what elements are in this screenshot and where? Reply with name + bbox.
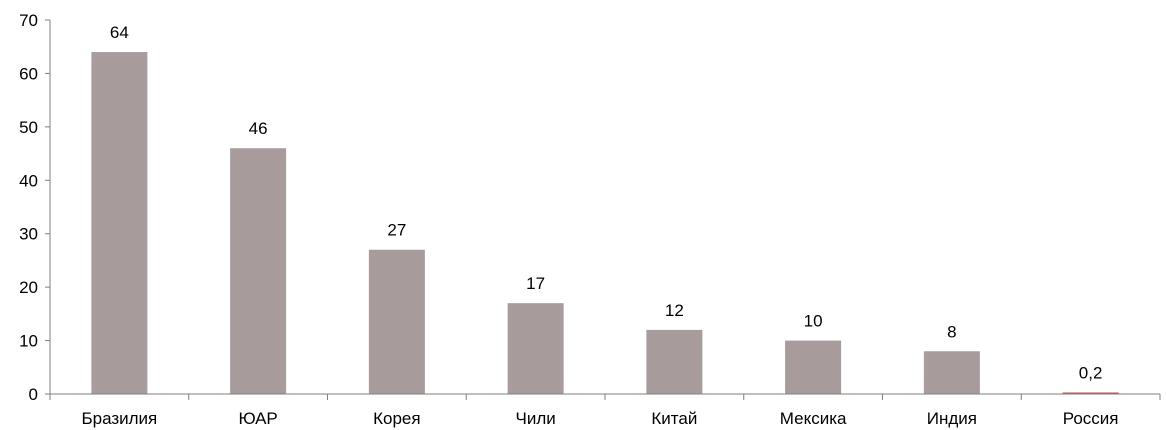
y-tick-label: 40 bbox=[19, 171, 38, 190]
bar-4 bbox=[507, 303, 564, 394]
bar-2 bbox=[230, 148, 287, 394]
bar-1 bbox=[91, 52, 148, 395]
category-label: Мексика bbox=[780, 409, 847, 428]
data-label: 10 bbox=[804, 312, 823, 331]
bar-8 bbox=[1062, 392, 1119, 394]
category-label: Россия bbox=[1063, 409, 1119, 428]
y-tick-label: 20 bbox=[19, 278, 38, 297]
data-label: 8 bbox=[947, 322, 956, 341]
data-label: 17 bbox=[526, 274, 545, 293]
data-labels-group: 64 46 27 17 12 10 8 0,2 bbox=[110, 23, 1103, 382]
bar-7 bbox=[923, 351, 980, 394]
data-label: 12 bbox=[665, 301, 684, 320]
bar-6 bbox=[785, 340, 842, 394]
x-axis: Бразилия ЮАР Корея Чили Китай Мексика Индия Рос… bbox=[49, 393, 1161, 428]
y-tick-label: 30 bbox=[19, 225, 38, 244]
bar-5 bbox=[646, 329, 703, 394]
bars-group bbox=[91, 52, 1119, 395]
category-label: Бразилия bbox=[81, 409, 157, 428]
data-label: 46 bbox=[249, 119, 268, 138]
category-label: ЮАР bbox=[238, 409, 277, 428]
category-label: Китай bbox=[651, 409, 697, 428]
category-label: Корея bbox=[373, 409, 420, 428]
y-tick-label: 60 bbox=[19, 64, 38, 83]
data-label: 64 bbox=[110, 23, 129, 42]
data-label: 0,2 bbox=[1079, 364, 1103, 383]
category-label: Чили bbox=[516, 409, 556, 428]
y-tick-label: 10 bbox=[19, 332, 38, 351]
y-axis: 0 10 20 30 40 50 60 70 bbox=[19, 11, 51, 404]
y-tick-label: 0 bbox=[29, 385, 38, 404]
y-tick-label: 70 bbox=[19, 11, 38, 30]
y-tick-label: 50 bbox=[19, 118, 38, 137]
data-label: 27 bbox=[387, 221, 406, 240]
bar-3 bbox=[368, 249, 425, 394]
category-label: Индия bbox=[927, 409, 977, 428]
